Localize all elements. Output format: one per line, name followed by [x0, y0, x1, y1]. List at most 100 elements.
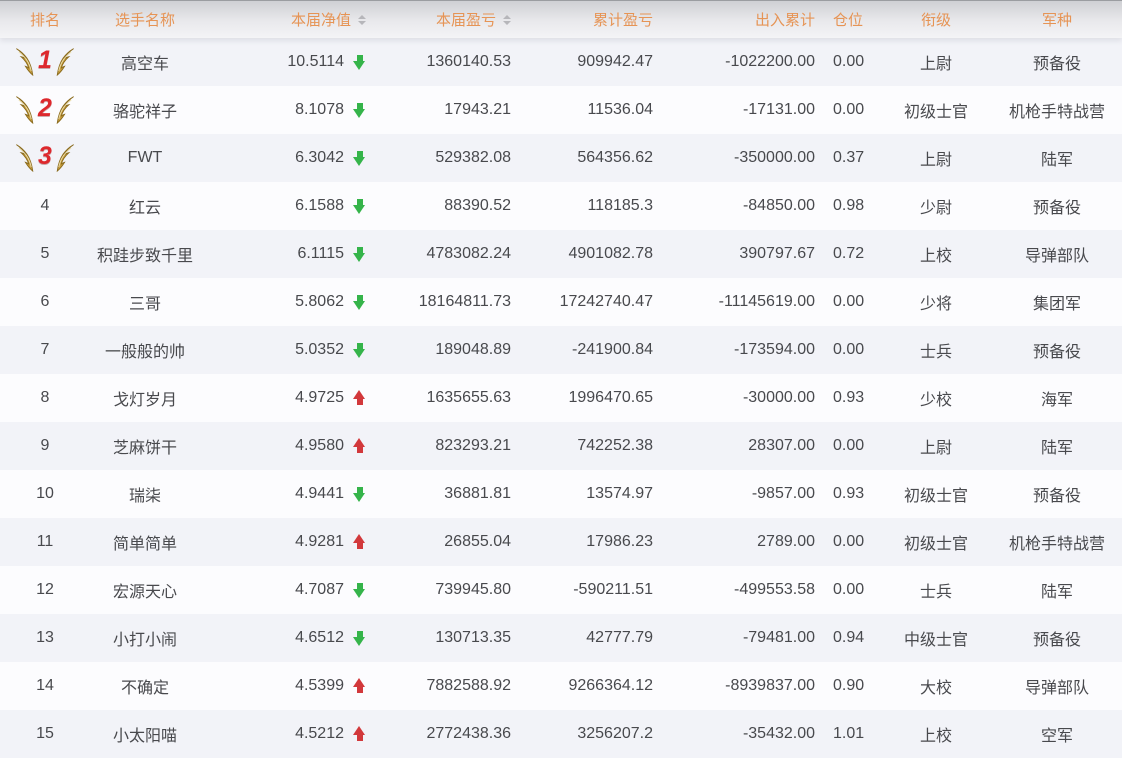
position-value: 0.00 [833, 101, 865, 118]
right-wing-icon [56, 47, 74, 76]
period-pnl: 739945.80 [435, 581, 511, 598]
cumulative-pnl: 118185.3 [587, 197, 653, 214]
player-name: 宏源天心 [112, 584, 177, 601]
trend-up-arrow-icon [353, 390, 366, 406]
table-row[interactable]: 14 不确定 4.5399 7882588.92 9266364.12 -893… [0, 662, 1122, 710]
period-pnl: 529382.08 [435, 149, 511, 166]
period-pnl: 18164811.73 [418, 293, 511, 310]
column-header-label: 本届盈亏 [435, 12, 496, 29]
rank-number: 13 [36, 629, 54, 646]
inout-cumulative: 28307.00 [748, 437, 815, 454]
table-row[interactable]: 9 芝麻饼干 4.9580 823293.21 742252.38 28307.… [0, 422, 1122, 470]
net-value: 4.5399 [295, 677, 344, 694]
position-value: 0.93 [833, 485, 865, 502]
grade: 上尉 [919, 56, 952, 73]
table-row[interactable]: 8 戈灯岁月 4.9725 1635655.63 1996470.65 -300… [0, 374, 1122, 422]
table-header-row: 排名 选手名称 本届净值 本届盈亏 累计盈亏 出入累计 仓位 衔级 军种 [0, 0, 1122, 38]
column-header-label: 出入累计 [754, 12, 815, 29]
column-header-label: 选手名称 [114, 12, 175, 29]
position-value: 0.72 [833, 245, 865, 262]
grade: 初级士官 [903, 536, 968, 553]
player-name: 高空车 [120, 56, 169, 73]
player-name: 小打小闹 [112, 632, 177, 649]
branch: 预备役 [1032, 488, 1081, 505]
branch: 空军 [1040, 728, 1073, 745]
column-header-rank: 排名 [0, 1, 90, 38]
column-header-label: 衔级 [920, 12, 951, 29]
period-pnl: 2772438.36 [426, 725, 511, 742]
rank-medal: 3 [14, 142, 76, 174]
position-value: 0.93 [833, 389, 865, 406]
column-header-label: 排名 [29, 12, 60, 29]
position-value: 0.90 [833, 677, 865, 694]
table-row[interactable]: 4 红云 6.1588 88390.52 118185.3 -84850.00 … [0, 182, 1122, 230]
inout-cumulative: -499553.58 [734, 581, 815, 598]
table-row[interactable]: 11 简单简单 4.9281 26855.04 17986.23 2789.00… [0, 518, 1122, 566]
inout-cumulative: 2789.00 [757, 533, 815, 550]
table-row[interactable]: 2 骆驼祥子 8.1078 17943.21 11536.04 -17131.0… [0, 86, 1122, 134]
player-name: 简单简单 [112, 536, 177, 553]
branch: 预备役 [1032, 632, 1081, 649]
trend-down-arrow-icon [353, 630, 366, 646]
period-pnl: 189048.89 [435, 341, 511, 358]
rank-number: 5 [40, 245, 50, 262]
inout-cumulative: 390797.67 [739, 245, 815, 262]
branch: 机枪手特战营 [1008, 536, 1105, 553]
branch: 预备役 [1032, 344, 1081, 361]
cumulative-pnl: 13574.97 [586, 485, 653, 502]
grade: 大校 [919, 680, 952, 697]
sort-icon[interactable] [358, 14, 366, 25]
table-row[interactable]: 13 小打小闹 4.6512 130713.35 42777.79 -79481… [0, 614, 1122, 662]
column-header-cum-pnl: 累计盈亏 [513, 1, 653, 38]
table-row[interactable]: 10 瑞柒 4.9441 36881.81 13574.97 -9857.00 … [0, 470, 1122, 518]
grade: 上尉 [919, 152, 952, 169]
branch: 机枪手特战营 [1008, 104, 1105, 121]
rank-medal-number: 1 [38, 45, 52, 74]
column-header-label: 本届净值 [290, 12, 351, 29]
branch: 预备役 [1032, 56, 1081, 73]
net-value: 10.5114 [287, 53, 344, 70]
grade: 少校 [919, 392, 952, 409]
column-header-net[interactable]: 本届净值 [200, 1, 368, 38]
trend-down-arrow-icon [353, 342, 366, 358]
rank-number: 4 [40, 197, 50, 214]
table-row[interactable]: 6 三哥 5.8062 18164811.73 17242740.47 -111… [0, 278, 1122, 326]
grade: 士兵 [919, 584, 952, 601]
position-value: 0.98 [833, 197, 865, 214]
sort-icon[interactable] [503, 14, 511, 25]
cumulative-pnl: 9266364.12 [568, 677, 653, 694]
rank-medal: 1 [14, 45, 76, 78]
trend-down-arrow-icon [353, 246, 366, 262]
player-name: 红云 [128, 200, 161, 217]
column-header-position: 仓位 [815, 1, 880, 38]
branch: 预备役 [1032, 200, 1081, 217]
cumulative-pnl: 909942.47 [577, 53, 653, 70]
trend-down-arrow-icon [353, 102, 366, 118]
inout-cumulative: -173594.00 [734, 341, 815, 358]
grade: 少尉 [919, 200, 952, 217]
player-name: 积跬步致千里 [96, 248, 193, 265]
net-value: 5.0352 [295, 341, 344, 358]
column-header-pnl[interactable]: 本届盈亏 [368, 1, 513, 38]
branch: 集团军 [1032, 296, 1081, 313]
player-name: 小太阳喵 [112, 728, 177, 745]
column-header-name: 选手名称 [90, 1, 200, 38]
cumulative-pnl: 17242740.47 [559, 293, 653, 310]
branch: 陆军 [1040, 584, 1073, 601]
table-row[interactable]: 5 积跬步致千里 6.1115 4783082.24 4901082.78 39… [0, 230, 1122, 278]
period-pnl: 823293.21 [435, 437, 511, 454]
cumulative-pnl: 564356.62 [577, 149, 653, 166]
player-name: 戈灯岁月 [112, 392, 177, 409]
table-row[interactable]: 1 高空车 10.5114 1360140.53 909942.47 -1022… [0, 38, 1122, 86]
player-name: 不确定 [120, 680, 169, 697]
branch: 导弹部队 [1024, 248, 1089, 265]
table-row[interactable]: 15 小太阳喵 4.5212 2772438.36 3256207.2 -354… [0, 710, 1122, 758]
grade: 上尉 [919, 440, 952, 457]
table-row[interactable]: 12 宏源天心 4.7087 739945.80 -590211.51 -499… [0, 566, 1122, 614]
table-row[interactable]: 7 一般般的帅 5.0352 189048.89 -241900.84 -173… [0, 326, 1122, 374]
table-row[interactable]: 3 FWT 6.3042 529382.08 564356.62 -350000… [0, 134, 1122, 182]
period-pnl: 4783082.24 [426, 245, 511, 262]
grade: 少将 [919, 296, 952, 313]
player-name: 瑞柒 [128, 488, 161, 505]
grade: 初级士官 [903, 104, 968, 121]
